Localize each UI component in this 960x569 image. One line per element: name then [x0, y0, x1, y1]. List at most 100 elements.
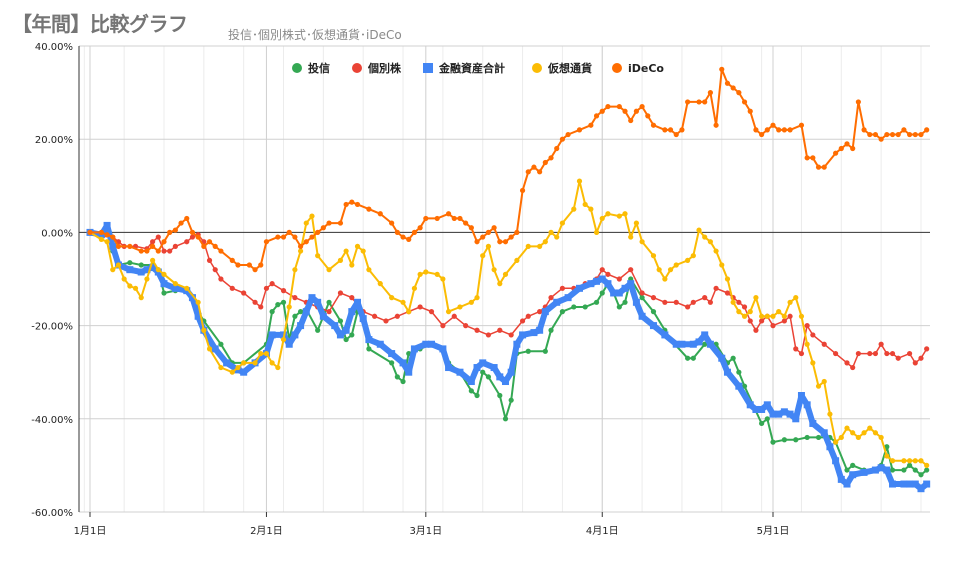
data-point [723, 368, 731, 376]
data-point [884, 131, 890, 138]
data-point [223, 359, 231, 367]
data-point [878, 341, 884, 347]
y-tick-label: 20.00% [35, 135, 73, 146]
data-point [485, 332, 492, 338]
data-point [719, 66, 725, 72]
series-仮想通貨 [87, 178, 930, 468]
data-point [747, 309, 753, 315]
data-point [833, 150, 839, 156]
data-point [366, 206, 372, 212]
data-point [439, 345, 447, 353]
data-point [297, 322, 305, 330]
data-point [218, 248, 224, 254]
data-point [889, 480, 897, 488]
data-point [366, 267, 372, 273]
data-point [297, 248, 304, 254]
data-point [212, 243, 218, 249]
data-point [246, 262, 252, 268]
data-point [833, 350, 839, 357]
data-point [467, 378, 475, 386]
data-point [359, 315, 367, 323]
data-point [138, 262, 144, 268]
data-point [485, 229, 492, 235]
data-point [241, 360, 247, 366]
data-point [269, 309, 275, 315]
data-point [394, 374, 400, 380]
data-point [212, 267, 218, 273]
data-point [593, 113, 600, 119]
data-point [770, 122, 776, 128]
data-point [417, 304, 423, 310]
data-point [810, 332, 816, 338]
data-point [713, 122, 719, 128]
data-point [160, 280, 168, 288]
data-point [690, 299, 696, 305]
data-point [137, 268, 145, 276]
data-point [349, 199, 355, 205]
data-point [793, 437, 799, 443]
data-point [821, 378, 827, 385]
data-point [410, 345, 418, 353]
data-point [780, 408, 788, 416]
data-point [497, 392, 503, 399]
data-point [884, 444, 890, 450]
data-point [628, 234, 634, 240]
data-point [759, 313, 765, 319]
data-point [696, 99, 702, 105]
data-point [331, 322, 339, 330]
data-point [673, 262, 679, 268]
series-金融資産合計 [86, 221, 931, 493]
data-point [850, 462, 856, 468]
data-point [519, 331, 527, 339]
data-point [541, 308, 549, 316]
data-point [701, 331, 709, 339]
legend-marker [423, 63, 433, 73]
data-point [810, 155, 816, 161]
data-point [451, 215, 457, 222]
data-point [719, 262, 725, 268]
data-point [291, 331, 299, 339]
data-point [792, 415, 800, 423]
data-point [115, 243, 122, 249]
data-point [171, 284, 179, 292]
data-point [241, 290, 247, 296]
data-point [548, 229, 554, 235]
data-point [195, 299, 201, 305]
data-point [918, 131, 924, 138]
data-point [803, 401, 811, 409]
data-point [559, 285, 566, 291]
data-point [724, 290, 731, 296]
data-point [201, 327, 207, 333]
data-point [786, 410, 794, 418]
data-point [650, 122, 657, 128]
data-point [143, 266, 151, 274]
data-point [912, 467, 918, 473]
data-point [286, 229, 292, 235]
data-point [491, 225, 497, 231]
legend-marker [292, 63, 302, 73]
data-point [649, 322, 657, 330]
data-point [218, 341, 224, 347]
data-point [844, 425, 850, 431]
data-point [593, 277, 601, 285]
data-point [912, 360, 918, 366]
data-point [502, 239, 509, 245]
data-point [621, 284, 629, 292]
data-point [918, 458, 924, 464]
data-point [576, 178, 583, 184]
legend-label: 個別株 [367, 61, 402, 75]
data-point [314, 298, 322, 306]
data-point [815, 434, 822, 441]
data-point [781, 318, 787, 324]
data-point [537, 309, 543, 315]
data-point [798, 122, 805, 128]
data-point [218, 276, 224, 282]
data-point [252, 299, 258, 305]
data-point [787, 299, 793, 305]
data-point [98, 236, 104, 242]
data-point [434, 271, 440, 277]
data-point [514, 257, 520, 263]
data-point [309, 213, 315, 219]
data-point [667, 127, 674, 133]
data-point [713, 285, 719, 291]
